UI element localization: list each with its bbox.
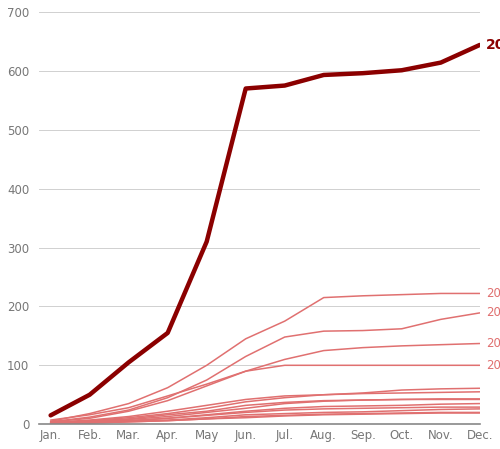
Text: 2001: 2001	[486, 359, 500, 372]
Text: 2011: 2011	[486, 287, 500, 300]
Text: 2013: 2013	[486, 306, 500, 319]
Text: 2014: 2014	[486, 38, 500, 52]
Text: 2008: 2008	[486, 337, 500, 350]
